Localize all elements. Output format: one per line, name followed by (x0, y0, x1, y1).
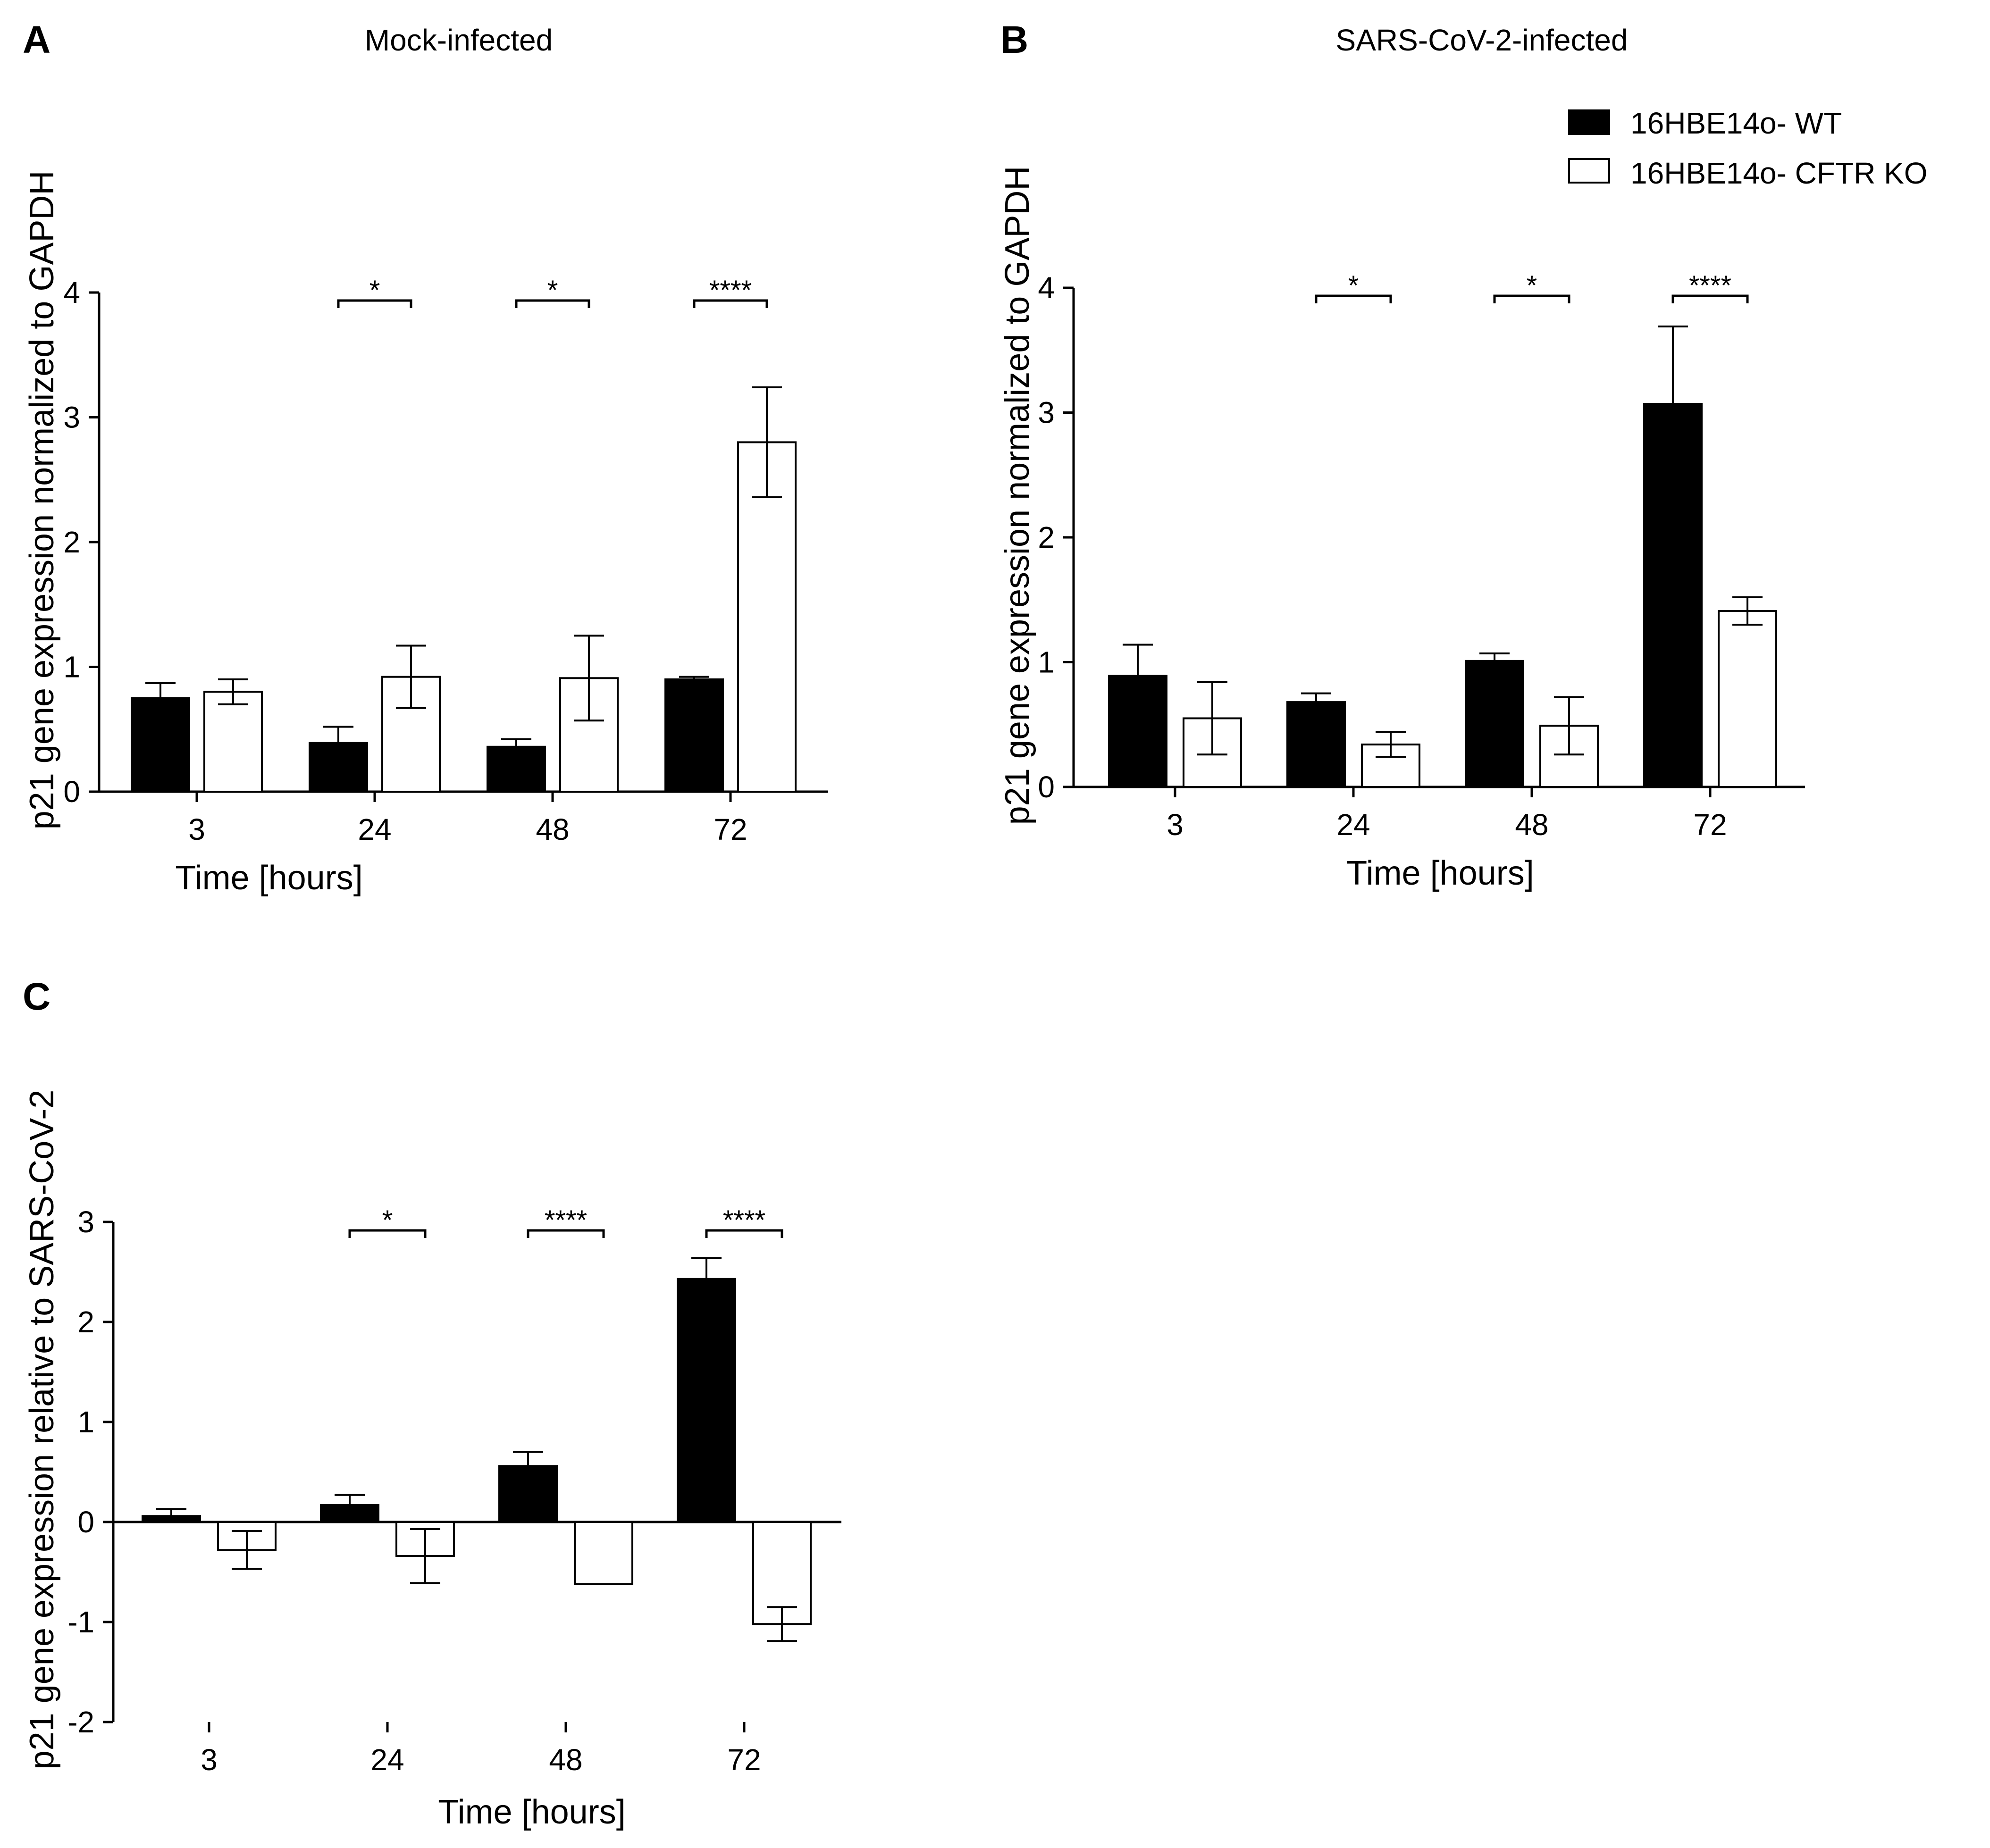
panel-a-x-axis-label: Time [hours] (175, 859, 362, 897)
significance-bracket (348, 1229, 427, 1238)
significance-bracket (337, 299, 412, 308)
panel-c-x-axis-label: Time [hours] (438, 1793, 625, 1831)
x-tick-label: 72 (714, 812, 747, 846)
significance-label: * (1348, 270, 1359, 301)
x-tick-label: 72 (1693, 808, 1727, 842)
y-tick-label: 3 (77, 1205, 94, 1239)
bar-wt (320, 1504, 379, 1523)
significance-label: * (547, 275, 558, 306)
significance-label: * (369, 275, 380, 306)
panel-c-y-axis-label: p21 gene expression relative to SARS-CoV… (23, 1090, 61, 1770)
bar-wt (498, 1465, 558, 1523)
legend-swatch-wt (1568, 109, 1610, 135)
y-tick-label: 4 (63, 276, 80, 309)
y-tick-label: 1 (1038, 645, 1055, 679)
x-tick-label: 3 (188, 812, 205, 846)
panel-b-letter: B (1000, 18, 1028, 61)
y-tick-label: 2 (77, 1305, 94, 1339)
significance-bracket (705, 1229, 783, 1238)
bar-cftr-ko (737, 441, 797, 793)
y-tick-label: 0 (77, 1505, 94, 1539)
bar-cftr-ko (574, 1521, 633, 1585)
y-tick-label: 2 (1038, 520, 1055, 554)
significance-bracket (1315, 294, 1392, 303)
bar-cftr-ko (1718, 610, 1777, 788)
y-tick-label: 0 (63, 775, 80, 809)
panel-b-y-axis-label: p21 gene expression normalized to GAPDH (999, 166, 1036, 825)
y-tick-label: -1 (67, 1605, 94, 1639)
y-tick-label: 0 (1038, 770, 1055, 804)
significance-label: **** (545, 1205, 587, 1236)
y-tick-label: 3 (63, 401, 80, 435)
panel-c-letter: C (23, 975, 50, 1018)
y-tick-label: -2 (67, 1705, 94, 1739)
bar-wt (131, 697, 190, 793)
bar-wt (1286, 701, 1346, 788)
y-tick-label: 2 (63, 525, 80, 559)
panel-a-title: Mock-infected (365, 23, 553, 57)
significance-bracket (1493, 294, 1570, 303)
y-tick-label: 4 (1038, 271, 1055, 305)
bar-wt (1643, 402, 1703, 788)
y-tick-label: 1 (63, 650, 80, 684)
y-tick-label: 1 (77, 1405, 94, 1439)
x-tick-label: 3 (201, 1743, 218, 1777)
bar-wt (677, 1278, 736, 1523)
bar-cftr-ko (203, 691, 263, 793)
legend-label-wt: 16HBE14o- WT (1630, 106, 1842, 140)
significance-bracket (1671, 294, 1749, 303)
x-tick-label: 48 (549, 1743, 582, 1777)
x-tick-label: 72 (727, 1743, 761, 1777)
bar-wt (142, 1515, 201, 1523)
bar-wt (664, 678, 724, 793)
x-tick-label: 24 (358, 812, 391, 846)
significance-label: * (1527, 270, 1537, 301)
bar-wt (487, 745, 546, 793)
significance-bracket (527, 1229, 605, 1238)
y-tick-label: 3 (1038, 396, 1055, 430)
significance-label: **** (709, 275, 752, 306)
panel-a-y-axis-label: p21 gene expression normalized to GAPDH (23, 171, 61, 830)
legend: 16HBE14o- WT 16HBE14o- CFTR KO (1568, 106, 1928, 190)
x-tick-label: 24 (1336, 808, 1370, 842)
significance-label: * (382, 1205, 393, 1236)
x-tick-label: 48 (1515, 808, 1548, 842)
x-tick-label: 24 (370, 1743, 404, 1777)
bar-wt (1465, 660, 1524, 788)
panel-a-letter: A (23, 18, 50, 61)
significance-label: **** (723, 1205, 765, 1236)
significance-label: **** (1689, 270, 1731, 301)
significance-bracket (693, 299, 768, 308)
x-tick-label: 3 (1167, 808, 1184, 842)
bar-wt (309, 742, 368, 793)
legend-swatch-cftr-ko (1568, 158, 1610, 184)
panel-b-x-axis-label: Time [hours] (1346, 854, 1534, 892)
x-tick-label: 48 (536, 812, 569, 846)
significance-bracket (515, 299, 590, 308)
legend-label-cftr-ko: 16HBE14o- CFTR KO (1630, 156, 1928, 190)
panel-b-title: SARS-CoV-2-infected (1336, 23, 1628, 57)
bar-wt (1108, 675, 1167, 788)
